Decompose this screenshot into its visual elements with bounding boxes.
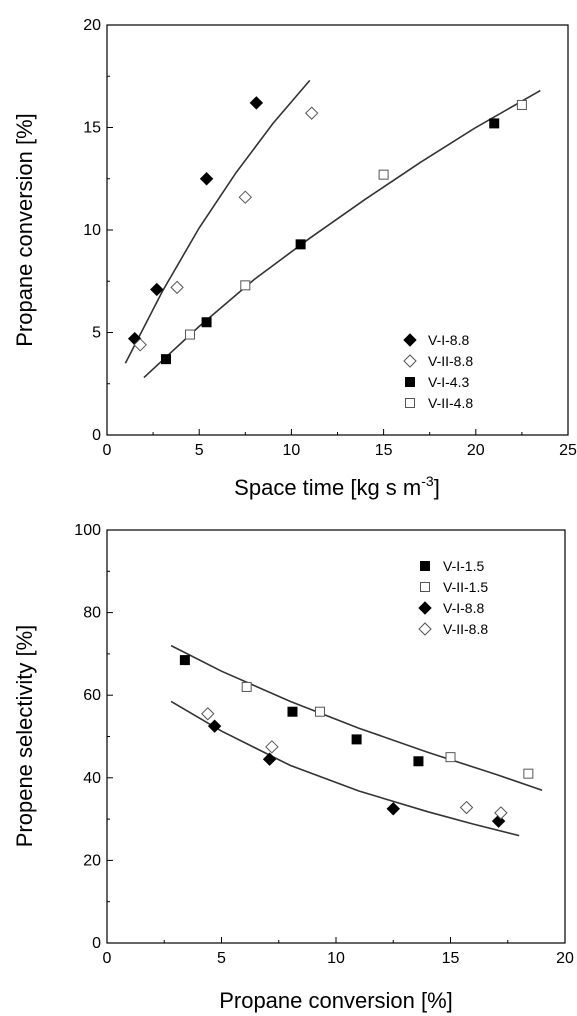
x-tick-label: 20 bbox=[556, 950, 574, 967]
x-axis-title-superscript: -3 bbox=[421, 473, 434, 489]
x-tick-label: 0 bbox=[103, 950, 112, 967]
x-tick-label: 5 bbox=[195, 442, 204, 459]
data-point bbox=[459, 800, 474, 815]
y-tick-label: 0 bbox=[92, 427, 101, 444]
y-axis-title: Propane conversion [%] bbox=[12, 113, 37, 347]
legend-label: V-II-8.8 bbox=[443, 621, 488, 637]
data-point bbox=[150, 282, 164, 297]
x-axis-title: Propane conversion [%] bbox=[219, 988, 453, 1013]
data-point bbox=[351, 734, 362, 745]
data-point bbox=[494, 806, 508, 820]
legend-marker bbox=[418, 601, 432, 615]
fit-line bbox=[143, 89, 541, 379]
data-point bbox=[179, 655, 190, 666]
x-tick-label: 10 bbox=[327, 950, 345, 967]
legend-marker bbox=[403, 333, 417, 347]
x-tick-label: 15 bbox=[442, 950, 460, 967]
legend-label: V-II-4.8 bbox=[428, 395, 473, 411]
axis-ticks: 0 5 10 15 20 25 0 5 10 15 20 bbox=[83, 17, 577, 459]
data-point bbox=[523, 768, 534, 779]
legend: V-I-8.8 V-II-8.8 V-I-4.3 V-II-4.8 bbox=[403, 332, 473, 411]
legend-label: V-I-8.8 bbox=[428, 332, 469, 348]
plot-frame bbox=[106, 24, 569, 436]
y-tick-label: 80 bbox=[83, 605, 101, 622]
data-point bbox=[489, 118, 500, 129]
legend-marker bbox=[403, 354, 417, 368]
y-tick-label: 0 bbox=[92, 935, 101, 952]
x-tick-label: 5 bbox=[217, 950, 226, 967]
x-tick-label: 10 bbox=[283, 442, 301, 459]
data-point bbox=[386, 802, 400, 816]
plot-frame bbox=[106, 529, 566, 944]
y-tick-label: 15 bbox=[83, 120, 101, 137]
data-point bbox=[184, 329, 195, 340]
data-point bbox=[170, 280, 184, 295]
legend-label: V-II-8.8 bbox=[428, 353, 473, 369]
x-tick-label: 20 bbox=[467, 442, 485, 459]
axis-ticks: 0 5 10 15 20 0 20 40 60 80 100 bbox=[74, 522, 574, 967]
x-axis-title: Space time [kg s m-3] bbox=[234, 473, 440, 500]
data-point bbox=[240, 280, 251, 291]
data-point bbox=[265, 740, 279, 754]
data-point bbox=[516, 99, 527, 110]
conversion-vs-space-time-chart: 0 5 10 15 20 25 0 5 10 15 20 V-I-8.8 V-II-8.8 V-I-4.… bbox=[12, 17, 577, 500]
data-point bbox=[238, 190, 253, 204]
x-tick-label: 0 bbox=[103, 442, 112, 459]
data-point bbox=[201, 707, 215, 721]
data-point bbox=[445, 752, 456, 763]
data-point bbox=[249, 96, 264, 110]
data-point bbox=[287, 706, 298, 717]
legend-label: V-I-1.5 bbox=[443, 558, 484, 574]
fit-line bbox=[170, 644, 543, 791]
legend-marker bbox=[418, 622, 432, 636]
fit-line bbox=[170, 700, 520, 837]
data-point bbox=[413, 756, 424, 767]
legend-marker bbox=[420, 582, 430, 592]
x-axis-title-end: ] bbox=[434, 475, 440, 500]
data-point bbox=[295, 239, 306, 250]
fit-lines bbox=[170, 644, 543, 837]
y-tick-label: 5 bbox=[92, 325, 101, 342]
y-tick-label: 100 bbox=[74, 522, 101, 539]
legend-label: V-I-4.3 bbox=[428, 374, 469, 390]
data-point bbox=[262, 752, 277, 766]
data-point bbox=[161, 354, 172, 365]
legend-marker bbox=[405, 377, 415, 387]
data-point bbox=[378, 169, 389, 180]
legend: V-I-1.5 V-II-1.5 V-I-8.8 V-II-8.8 bbox=[418, 558, 488, 637]
data-point bbox=[304, 106, 319, 120]
data-point bbox=[133, 338, 147, 352]
fit-line bbox=[124, 79, 311, 364]
data-point bbox=[314, 706, 325, 717]
data-points bbox=[127, 96, 527, 365]
data-point bbox=[199, 172, 214, 186]
legend-label: V-I-8.8 bbox=[443, 600, 484, 616]
legend-label: V-II-1.5 bbox=[443, 579, 488, 595]
y-tick-label: 20 bbox=[83, 852, 101, 869]
legend-marker bbox=[420, 561, 430, 571]
x-tick-label: 15 bbox=[375, 442, 393, 459]
data-point bbox=[207, 719, 222, 733]
y-axis-title: Propene selectivity [%] bbox=[12, 625, 37, 848]
data-point bbox=[241, 681, 252, 692]
x-tick-label: 25 bbox=[559, 442, 577, 459]
y-tick-label: 60 bbox=[83, 687, 101, 704]
y-tick-label: 40 bbox=[83, 770, 101, 787]
data-points bbox=[179, 655, 534, 828]
y-tick-label: 20 bbox=[83, 17, 101, 34]
y-tick-label: 10 bbox=[83, 222, 101, 239]
data-point bbox=[201, 317, 212, 328]
legend-marker bbox=[405, 398, 415, 408]
